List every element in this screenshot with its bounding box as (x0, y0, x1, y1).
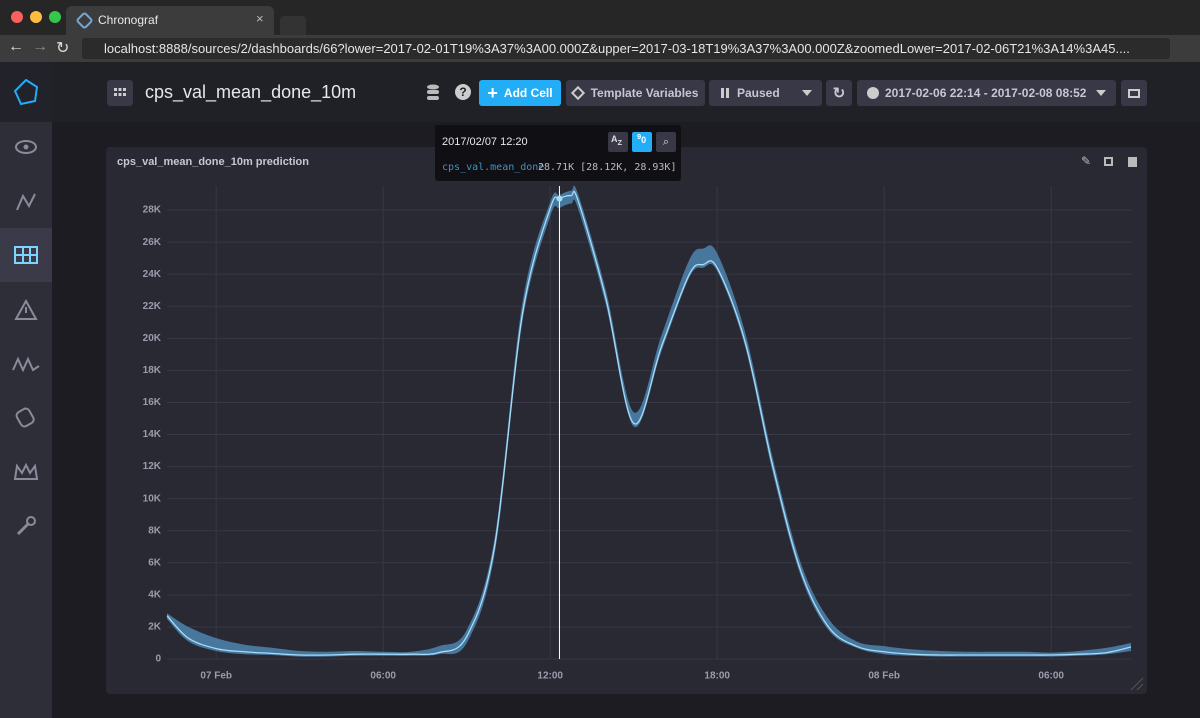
tooltip-value: 28.71K [28.12K, 28.93K] (538, 162, 677, 173)
y-tick-label: 18K (143, 365, 162, 376)
logo[interactable] (0, 62, 52, 122)
new-tab[interactable] (280, 16, 306, 35)
tab-close[interactable]: × (256, 11, 264, 26)
sort-num[interactable]: 90 (632, 132, 652, 152)
y-tick-label: 0 (155, 654, 161, 665)
dash-icon (14, 246, 38, 264)
eye-icon (15, 140, 37, 154)
series-line (166, 190, 1132, 656)
cube-icon (570, 85, 585, 101)
forward[interactable]: → (32, 38, 48, 55)
y-tick-label: 6K (148, 557, 162, 568)
y-tick-label: 10K (143, 493, 162, 504)
y-tick-label: 8K (148, 525, 162, 536)
sidebar (0, 62, 52, 718)
y-tick-label: 12K (143, 461, 162, 472)
pause-icon (721, 88, 729, 98)
search[interactable]: ⌕ (656, 132, 676, 152)
chart: 0 2K 4K 6K 8K 10K 12K 14K 16K 18K 20K 22K 24K 26K 28K 0… (143, 185, 1144, 691)
tooltip: 2017/02/07 12:20 AZ 90 ⌕ cps_val.mean_do… (435, 125, 681, 181)
nav-users[interactable] (0, 390, 52, 444)
autorefresh-dropdown[interactable]: Paused (709, 80, 822, 106)
fullscreen-button[interactable] (1121, 80, 1147, 106)
tooltip-time: 2017/02/07 12:20 (442, 136, 528, 148)
tab-title: Chronograf (98, 13, 159, 27)
url-field[interactable]: localhost:8888/sources/2/dashboards/66?l… (82, 38, 1170, 59)
wrench-icon (16, 516, 36, 536)
y-tick-label: 2K (148, 622, 162, 633)
time-range-dropdown[interactable]: 2017-02-06 22:14 - 2017-02-08 08:52 (857, 80, 1116, 106)
template-vars-button[interactable]: Template Variables (566, 80, 705, 106)
dashboard-title[interactable]: cps_val_mean_done_10m (145, 82, 357, 102)
resize-handle[interactable] (1130, 677, 1144, 691)
graph-icon (16, 193, 36, 211)
tab-bar: Chronograf × (0, 0, 1200, 35)
address-row: ← → ↻ localhost:8888/sources/2/dashboard… (0, 35, 1200, 62)
alert-icon (14, 299, 38, 320)
caret (802, 90, 812, 101)
db-icon[interactable] (426, 84, 440, 102)
paused-label: Paused (737, 86, 780, 100)
nav-config[interactable] (0, 499, 52, 553)
x-tick-label: 08 Feb (868, 671, 900, 682)
min-dot[interactable] (30, 11, 42, 23)
grid-icon (114, 88, 126, 96)
nav-explorer[interactable] (0, 175, 52, 229)
template-vars-label: Template Variables (590, 86, 699, 100)
reload[interactable]: ↻ (56, 40, 70, 57)
nav-alerts[interactable] (0, 283, 52, 337)
time-range-label: 2017-02-06 22:14 - 2017-02-08 08:52 (885, 86, 1087, 100)
nav-dashboards[interactable] (0, 228, 52, 282)
resize-handle[interactable] (1136, 683, 1144, 691)
x-tick-label: 06:00 (370, 671, 396, 682)
y-tick-label: 22K (143, 301, 162, 312)
help-icon[interactable]: ? (455, 84, 471, 100)
y-tick-label: 20K (143, 333, 162, 344)
cell-title: cps_val_mean_done_10m prediction (117, 156, 309, 168)
nav-admin[interactable] (0, 445, 52, 499)
sort-alpha[interactable]: AZ (608, 132, 628, 152)
y-tick-label: 24K (143, 269, 162, 280)
x-tick-label: 06:00 (1038, 671, 1064, 682)
hand-icon (15, 407, 35, 428)
y-tick-label: 26K (143, 237, 162, 248)
x-tick-label: 18:00 (704, 671, 730, 682)
delete-icon[interactable] (1128, 157, 1137, 167)
max-dot[interactable] (49, 11, 61, 23)
y-tick-label: 16K (143, 397, 162, 408)
cell: cps_val_mean_done_10m prediction ✎ (106, 147, 1147, 694)
close-dot[interactable] (11, 11, 23, 23)
x-tick-label: 12:00 (537, 671, 563, 682)
tab-icon (75, 11, 94, 30)
prediction-band (167, 185, 1131, 657)
x-tick-label: 07 Feb (200, 671, 232, 682)
plus: + (487, 82, 498, 103)
dash-list-button[interactable] (107, 80, 133, 106)
tooltip-series: cps_val.mean_done (442, 162, 545, 173)
nav-hosts[interactable] (0, 120, 52, 174)
y-tick-label: 28K (143, 205, 162, 216)
back[interactable]: ← (8, 38, 24, 55)
wave-icon (12, 356, 40, 372)
edit-icon[interactable]: ✎ (1081, 154, 1092, 168)
hover-point (556, 195, 563, 202)
fullscreen-icon (1128, 88, 1140, 98)
tab[interactable]: Chronograf × (66, 6, 274, 35)
add-cell-label: Add Cell (503, 86, 553, 100)
add-cell-button[interactable]: + Add Cell (479, 80, 561, 106)
refresh-button[interactable]: ↻ (826, 80, 852, 106)
url: localhost:8888/sources/2/dashboards/66?l… (104, 41, 1130, 56)
crown-icon (13, 463, 39, 480)
y-tick-label: 14K (143, 429, 162, 440)
clone-icon[interactable] (1104, 157, 1113, 166)
caret (1096, 90, 1106, 101)
y-tick-label: 4K (148, 590, 162, 601)
logo-icon (13, 79, 39, 105)
clock-icon (867, 87, 879, 99)
nav-kapacitor[interactable] (0, 337, 52, 391)
